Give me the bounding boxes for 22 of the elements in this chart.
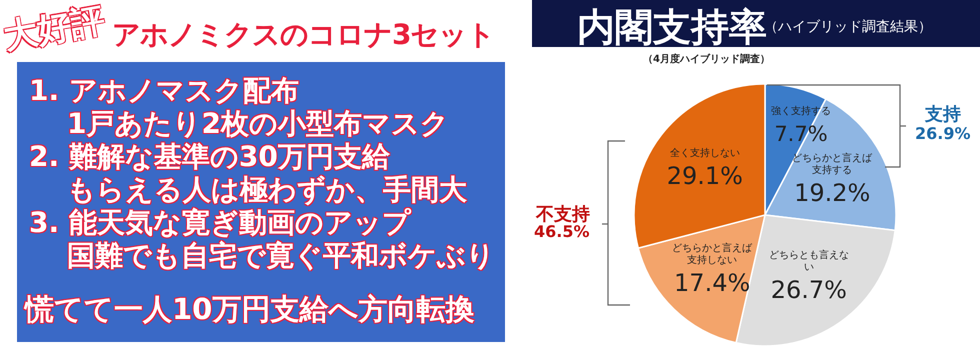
text: アホノミクスのコロナ3セット — [112, 17, 494, 53]
text: 3. 能天気な寛ぎ動画のアップ — [29, 206, 411, 240]
text: 国難でも自宅で寛ぐ平和ボケぶり — [67, 238, 495, 274]
text: もらえる人は極わずか、手間大 — [67, 172, 467, 208]
text: 慌てて一人10万円支給へ方向転換 — [25, 291, 474, 328]
chart-title: 内閣支持率 — [577, 4, 767, 51]
text: 2. 難解な基準の30万円支給 — [29, 139, 390, 175]
slice-label: どちらかと言えば支持しない — [671, 242, 754, 267]
text: 不支持 — [536, 203, 590, 225]
text: 46.5% — [534, 222, 590, 241]
data-label: 29.1% — [666, 162, 744, 190]
slice-label: 全く支持しない — [668, 148, 741, 160]
text: 26.9% — [915, 124, 971, 143]
data-label: 26.7% — [770, 276, 848, 304]
data-label: 19.2% — [793, 178, 872, 207]
text: 支持 — [925, 103, 961, 126]
slice-label: どちらとも言えない — [768, 250, 850, 274]
data-label: 17.4% — [673, 268, 752, 297]
text: 大好評 — [0, 0, 108, 60]
text: （4月度ハイブリッド調査） — [643, 52, 770, 66]
text: 1戸あたり2枚の小型布マスク — [67, 106, 449, 142]
text: 1. アホノマスク配布 — [29, 73, 299, 109]
